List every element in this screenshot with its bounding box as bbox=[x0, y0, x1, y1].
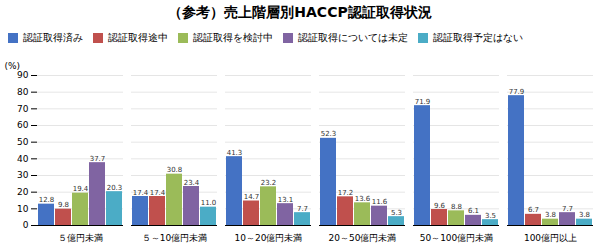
svg-text:11.6: 11.6 bbox=[372, 198, 388, 206]
svg-text:41.3: 41.3 bbox=[227, 149, 243, 157]
svg-text:5.3: 5.3 bbox=[391, 209, 402, 217]
svg-text:80: 80 bbox=[17, 87, 29, 97]
html-text:認証取得済み: 認証取得済み bbox=[23, 31, 83, 43]
html-text:認証取得予定はない: 認証取得予定はない bbox=[433, 31, 523, 43]
svg-text:17.4: 17.4 bbox=[150, 189, 166, 197]
svg-text:(%): (%) bbox=[5, 61, 21, 71]
svg-text:19.4: 19.4 bbox=[73, 185, 89, 193]
svg-text:0: 0 bbox=[23, 220, 29, 230]
svg-text:11.0: 11.0 bbox=[201, 199, 217, 207]
svg-text:17.4: 17.4 bbox=[133, 189, 149, 197]
svg-text:40: 40 bbox=[17, 154, 29, 164]
svg-text:90: 90 bbox=[17, 70, 29, 80]
svg-text:37.7: 37.7 bbox=[90, 155, 106, 163]
svg-text:70: 70 bbox=[17, 104, 29, 114]
svg-text:3.8: 3.8 bbox=[545, 211, 556, 219]
html-text:（参考）売上階層別HACCP認証取得状況: （参考）売上階層別HACCP認証取得状況 bbox=[168, 4, 432, 20]
svg-text:30: 30 bbox=[17, 170, 29, 180]
svg-text:77.9: 77.9 bbox=[509, 88, 525, 96]
svg-text:71.9: 71.9 bbox=[415, 98, 431, 106]
svg-text:100億円以上: 100億円以上 bbox=[524, 233, 577, 243]
svg-text:50～100億円未満: 50～100億円未満 bbox=[420, 233, 494, 243]
html-text:認証取得途中: 認証取得途中 bbox=[108, 31, 168, 43]
svg-text:23.2: 23.2 bbox=[261, 179, 277, 187]
svg-text:50: 50 bbox=[17, 137, 29, 147]
svg-text:20～50億円未満: 20～50億円未満 bbox=[329, 233, 397, 243]
svg-text:9.6: 9.6 bbox=[434, 202, 446, 210]
svg-text:13.1: 13.1 bbox=[278, 196, 294, 204]
svg-text:12.8: 12.8 bbox=[39, 196, 55, 204]
svg-text:10: 10 bbox=[17, 204, 29, 214]
svg-text:8.8: 8.8 bbox=[451, 203, 462, 211]
html-text:認証取得を検討中: 認証取得を検討中 bbox=[193, 31, 273, 43]
svg-text:５億円未満: ５億円未満 bbox=[58, 233, 103, 243]
svg-text:6.7: 6.7 bbox=[528, 206, 539, 214]
svg-text:20.3: 20.3 bbox=[107, 184, 123, 192]
svg-text:7.7: 7.7 bbox=[562, 205, 573, 213]
svg-text:3.5: 3.5 bbox=[485, 212, 496, 220]
html-text:認証取得については未定: 認証取得については未定 bbox=[298, 31, 408, 43]
svg-text:7.7: 7.7 bbox=[297, 205, 308, 213]
svg-text:6.1: 6.1 bbox=[468, 207, 479, 215]
svg-text:52.3: 52.3 bbox=[321, 130, 337, 138]
svg-text:23.4: 23.4 bbox=[184, 179, 200, 187]
svg-text:60: 60 bbox=[17, 120, 29, 130]
svg-text:9.8: 9.8 bbox=[58, 201, 69, 209]
svg-text:20: 20 bbox=[17, 187, 29, 197]
svg-text:30.8: 30.8 bbox=[167, 166, 183, 174]
svg-text:3.8: 3.8 bbox=[579, 211, 590, 219]
svg-text:14.7: 14.7 bbox=[244, 193, 260, 201]
svg-text:５～10億円未満: ５～10億円未満 bbox=[142, 233, 207, 243]
svg-text:10～20億円未満: 10～20億円未満 bbox=[235, 233, 303, 243]
svg-text:13.6: 13.6 bbox=[355, 195, 371, 203]
svg-text:17.2: 17.2 bbox=[338, 189, 354, 197]
